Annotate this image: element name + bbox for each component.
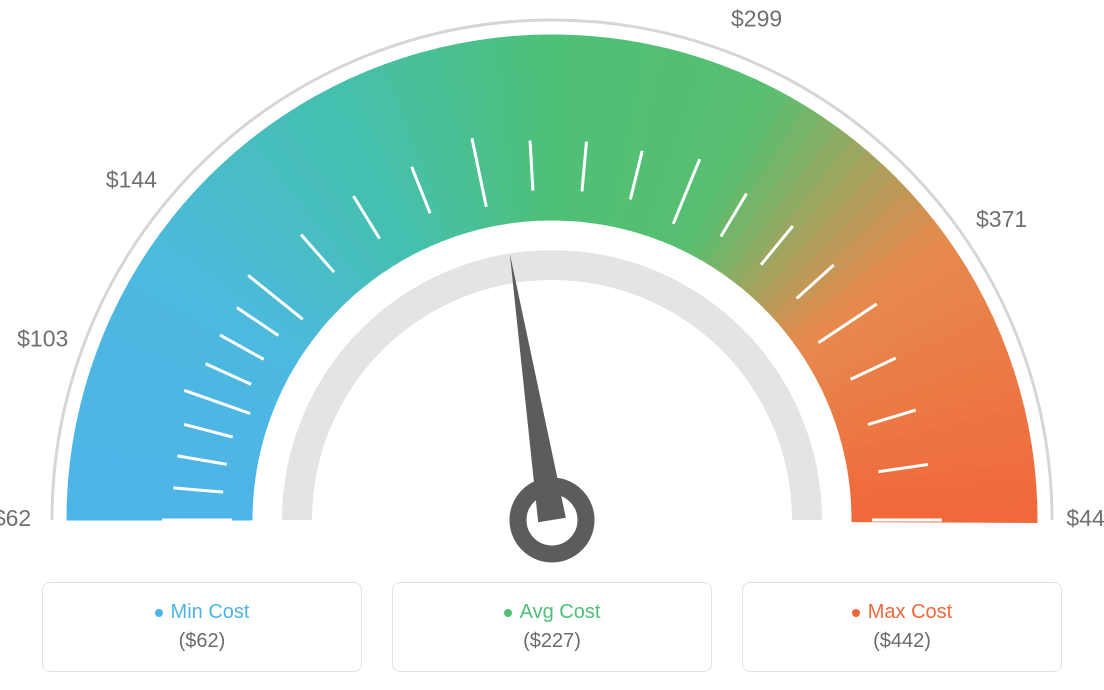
svg-text:$299: $299 bbox=[731, 5, 782, 31]
legend-card-min: Min Cost ($62) bbox=[42, 582, 362, 672]
legend-card-max: Max Cost ($442) bbox=[742, 582, 1062, 672]
legend-title-min: Min Cost bbox=[155, 601, 250, 624]
dot-icon bbox=[852, 609, 860, 617]
svg-text:$62: $62 bbox=[0, 505, 31, 531]
dot-icon bbox=[155, 609, 163, 617]
legend-title-label: Max Cost bbox=[868, 601, 952, 624]
legend-row: Min Cost ($62) Avg Cost ($227) Max Cost … bbox=[0, 582, 1104, 672]
legend-title-max: Max Cost bbox=[852, 601, 952, 624]
svg-text:$227: $227 bbox=[416, 0, 467, 3]
svg-text:$144: $144 bbox=[106, 166, 157, 192]
legend-title-label: Avg Cost bbox=[520, 601, 601, 624]
legend-value-min: ($62) bbox=[179, 630, 226, 653]
svg-text:$442: $442 bbox=[1066, 505, 1104, 531]
legend-card-avg: Avg Cost ($227) bbox=[392, 582, 712, 672]
svg-text:$103: $103 bbox=[17, 326, 68, 352]
svg-text:$371: $371 bbox=[976, 206, 1027, 232]
gauge-chart: $62 $103 $144 $227 $299 $371 $442 bbox=[0, 0, 1104, 570]
legend-value-avg: ($227) bbox=[523, 630, 581, 653]
legend-value-max: ($442) bbox=[873, 630, 931, 653]
dot-icon bbox=[504, 609, 512, 617]
legend-title-avg: Avg Cost bbox=[504, 601, 601, 624]
legend-title-label: Min Cost bbox=[171, 601, 250, 624]
gauge-svg: $62 $103 $144 $227 $299 $371 $442 bbox=[0, 0, 1104, 570]
